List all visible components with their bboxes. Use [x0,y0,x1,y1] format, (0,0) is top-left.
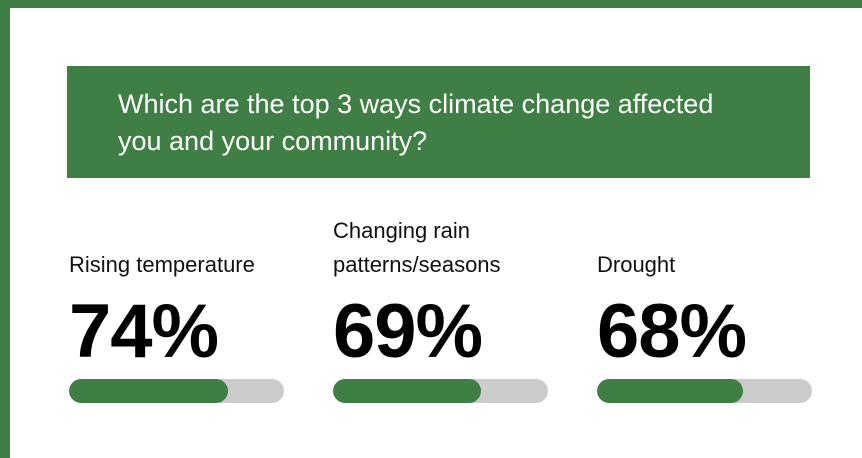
value-label: 68% [597,289,747,374]
value-label: 69% [333,289,483,374]
stat-column: Rising temperature 74% [69,216,289,403]
value-label: 74% [69,289,219,374]
progress-fill [69,379,229,403]
category-label: Drought [597,252,676,277]
stat-column: Changing rain patterns/seasons 69% [333,216,553,403]
category-label: Rising temperature [69,252,255,277]
title-box: Which are the top 3 ways climate change … [67,66,810,178]
progress-track [333,379,548,403]
category-label: Changing rain patterns/seasons [333,218,501,277]
progress-track [69,379,284,403]
progress-fill [597,379,744,403]
progress-track [597,379,812,403]
progress-fill [333,379,482,403]
chart-title: Which are the top 3 ways climate change … [118,89,714,156]
stat-column: Drought 68% [597,216,817,403]
